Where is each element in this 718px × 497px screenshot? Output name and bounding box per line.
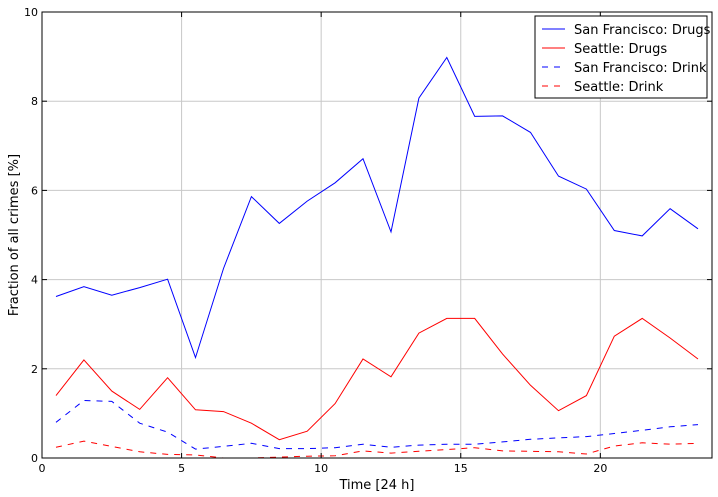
axis-ticks: 0 5 10 15 20 0 2 4 6 8 10	[24, 6, 712, 475]
series-line-4	[55, 440, 699, 459]
legend-box	[534, 15, 708, 99]
x-tick-label: 10	[314, 462, 328, 475]
y-axis-label: Fraction of all crimes [%]	[7, 154, 22, 316]
y-tick-label: 8	[31, 95, 38, 108]
series-line-2	[55, 317, 699, 441]
x-tick-label: 0	[39, 462, 46, 475]
legend-label: San Francisco: Drugs	[574, 23, 711, 38]
legend: San Francisco: Drugs Seattle: Drugs San Fr…	[534, 15, 711, 99]
legend-label: San Francisco: Drink	[574, 61, 707, 76]
legend-label: Seattle: Drink	[574, 80, 664, 95]
x-axis-label: Time [24 h]	[338, 478, 414, 493]
y-tick-label: 4	[31, 274, 38, 287]
y-tick-label: 2	[31, 363, 38, 376]
x-tick-label: 15	[454, 462, 468, 475]
legend-label: Seattle: Drugs	[574, 42, 667, 57]
y-tick-label: 0	[31, 452, 38, 465]
series-line-1	[55, 56, 699, 360]
series-lines	[55, 56, 699, 459]
plot-frame	[41, 11, 713, 459]
x-tick-label: 20	[593, 462, 607, 475]
y-tick-label: 6	[31, 184, 38, 197]
series-line-3	[55, 399, 699, 450]
x-tick-label: 5	[178, 462, 185, 475]
y-tick-label: 10	[24, 6, 38, 19]
